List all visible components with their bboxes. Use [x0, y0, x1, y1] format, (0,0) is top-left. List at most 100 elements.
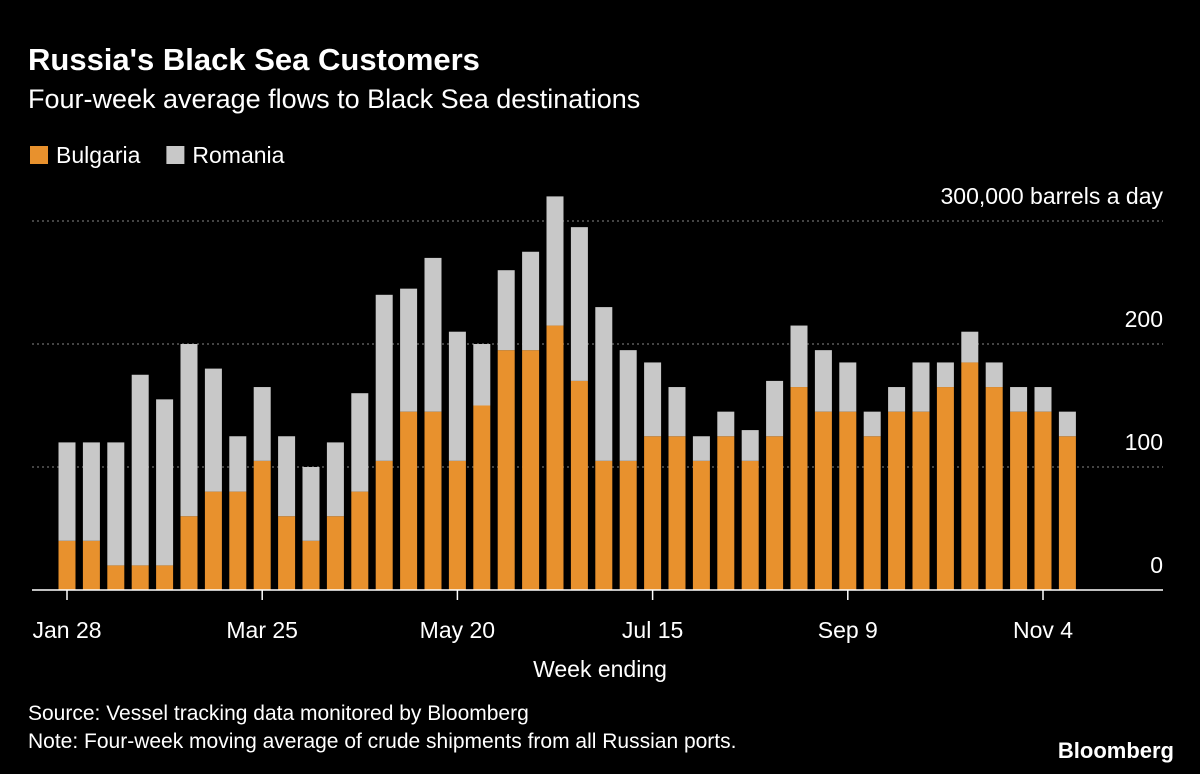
bar-segment	[131, 374, 149, 566]
bar-segment	[692, 460, 710, 590]
bar-segment	[448, 460, 466, 590]
bar-segment	[278, 516, 296, 590]
bar-segment	[814, 411, 832, 590]
bar-segment	[497, 350, 515, 590]
bar-segment	[229, 491, 247, 590]
bar-segment	[424, 257, 442, 412]
bar-segment	[448, 331, 466, 461]
bar-segment	[351, 491, 369, 590]
bar-segment	[497, 270, 515, 351]
bar-segment	[936, 362, 954, 388]
bar-segment	[717, 411, 735, 437]
bar-segment	[82, 540, 100, 590]
bar-segment	[253, 387, 271, 461]
x-axis-label: Week ending	[533, 656, 667, 682]
bar-segment	[888, 411, 906, 590]
bar-segment	[400, 411, 418, 590]
bar-segment	[888, 387, 906, 412]
bar-segment	[595, 307, 613, 461]
bar-segment	[985, 362, 1003, 388]
bar-segment	[180, 516, 198, 590]
bar-segment	[400, 288, 418, 412]
bar-segment	[644, 436, 662, 590]
bar-segment	[692, 436, 710, 461]
bar-segment	[204, 491, 222, 590]
x-tick-label: May 20	[420, 617, 495, 643]
bar-segment	[595, 460, 613, 590]
note: Note: Four-week moving average of crude …	[28, 730, 736, 753]
bar-segment	[741, 430, 759, 461]
bar-segment	[351, 393, 369, 492]
bar-segment	[985, 387, 1003, 590]
x-tick-label: Jan 28	[32, 617, 101, 643]
chart-title: Russia's Black Sea Customers	[28, 42, 480, 77]
x-tick-label: Jul 15	[622, 617, 683, 643]
y-tick-label: 0	[1150, 552, 1163, 578]
bar-segment	[619, 350, 637, 461]
bar-segment	[58, 442, 76, 541]
bar-segment	[619, 460, 637, 590]
x-tick-label: Nov 4	[1013, 617, 1073, 643]
bar-segment	[961, 362, 979, 590]
legend-swatch	[166, 146, 185, 164]
bar-segment	[180, 344, 198, 517]
bar-segment	[204, 368, 222, 492]
bar-segment	[107, 442, 125, 566]
brand: Bloomberg	[1058, 738, 1174, 763]
bar-segment	[522, 251, 540, 351]
bar-segment	[326, 442, 344, 517]
bar-segment	[1010, 411, 1028, 590]
bar-segment	[668, 387, 686, 437]
bar-segment	[766, 436, 784, 590]
y-tick-label: 300,000 barrels a day	[941, 183, 1164, 209]
bar-segment	[58, 540, 76, 590]
bar-segment	[570, 380, 588, 590]
bar-segment	[253, 460, 271, 590]
bar-segment	[863, 436, 881, 590]
bar-segment	[644, 362, 662, 437]
x-tick-label: Sep 9	[818, 617, 878, 643]
bar-segment	[570, 227, 588, 381]
bar-segment	[790, 325, 808, 388]
bar-segment	[375, 294, 393, 461]
bar-segment	[1034, 387, 1052, 412]
bar-segment	[131, 565, 149, 590]
bar-segment	[1058, 436, 1076, 590]
bar-segment	[229, 436, 247, 492]
bar-segment	[424, 411, 442, 590]
bar-segment	[302, 467, 320, 541]
bar-segment	[326, 516, 344, 590]
bar-segment	[473, 344, 491, 406]
legend-swatch	[30, 146, 48, 164]
bar-segment	[863, 411, 881, 437]
bar-segment	[961, 331, 979, 363]
bar-segment	[302, 540, 320, 590]
bar-segment	[522, 350, 540, 590]
bar-segment	[912, 411, 930, 590]
x-tick-label: Mar 25	[226, 617, 298, 643]
chart-subtitle: Four-week average flows to Black Sea des…	[28, 84, 640, 114]
bar-segment	[839, 411, 857, 590]
bar-segment	[156, 399, 174, 566]
bar-segment	[107, 565, 125, 590]
bar-segment	[546, 325, 564, 590]
bar-segment	[156, 565, 174, 590]
bar-segment	[717, 436, 735, 590]
legend-label: Romania	[192, 142, 284, 168]
bar-segment	[1034, 411, 1052, 590]
bar-segment	[766, 380, 784, 437]
bar-segment	[375, 460, 393, 590]
legend-label: Bulgaria	[56, 142, 141, 168]
bar-segment	[912, 362, 930, 412]
bar-segment	[936, 387, 954, 590]
bar-segment	[839, 362, 857, 412]
bar-segment	[668, 436, 686, 590]
bar-segment	[814, 350, 832, 412]
bar-segment	[546, 196, 564, 326]
bar-segment	[82, 442, 100, 541]
bar-segment	[790, 387, 808, 590]
bar-segment	[278, 436, 296, 517]
source: Source: Vessel tracking data monitored b…	[28, 702, 529, 725]
y-tick-label: 100	[1125, 429, 1163, 455]
